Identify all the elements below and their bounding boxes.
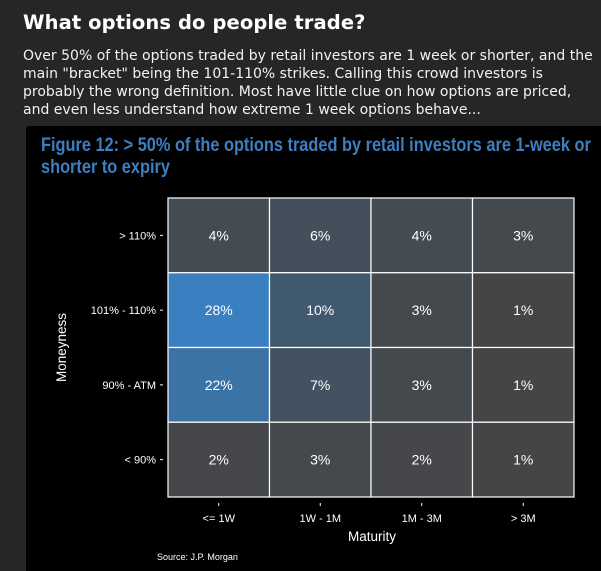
cell-value-label: 6% — [310, 227, 330, 243]
y-tick-label: < 90% — [125, 455, 157, 467]
cell-value-label: 1% — [513, 377, 533, 393]
heatmap-cell — [167, 421, 271, 498]
cell-value-label: 28% — [205, 302, 233, 318]
chart-source: Source: J.P. Morgan — [157, 552, 238, 562]
heatmap-cell — [471, 421, 575, 498]
heatmap-cell — [167, 272, 271, 349]
heatmap-cell — [268, 421, 372, 498]
heatmap-cell — [370, 197, 474, 274]
y-tick-label: 101% - 110% — [91, 305, 156, 317]
heatmap-cell — [370, 346, 474, 423]
intro-paragraph: Over 50% of the options traded by retail… — [23, 48, 593, 118]
cell-value-label: 3% — [412, 377, 432, 393]
cell-value-label: 2% — [412, 452, 432, 468]
heatmap-cell — [471, 197, 575, 274]
cell-value-label: 10% — [306, 302, 334, 318]
cell-value-label: 4% — [209, 227, 229, 243]
heatmap-cell — [167, 197, 271, 274]
cell-value-label: 1% — [513, 302, 533, 318]
cell-value-label: 1% — [513, 452, 533, 468]
cell-value-label: 2% — [209, 452, 229, 468]
chart-title: Figure 12: > 50% of the options traded b… — [41, 135, 591, 178]
figure-card: Figure 12: > 50% of the options traded b… — [26, 126, 601, 571]
cell-value-label: 7% — [310, 377, 330, 393]
y-tick-label: > 110% — [119, 230, 156, 242]
page-title: What options do people trade? — [23, 11, 366, 34]
y-axis-title: Moneyness — [54, 313, 69, 382]
cell-value-label: 4% — [412, 227, 432, 243]
x-tick-label: 1M - 3M — [402, 513, 442, 525]
cell-value-label: 3% — [513, 227, 533, 243]
heatmap-cell — [471, 346, 575, 423]
cell-value-label: 3% — [310, 452, 330, 468]
x-tick-label: 1W - 1M — [299, 513, 341, 525]
heatmap-chart: 4% 6% 4% 3% 28% 10% 3% 1% 22% 7% 3% 1% 2% 3% 2% 1% > 110… — [54, 197, 575, 544]
heatmap-cell — [268, 272, 372, 349]
x-tick-label: > 3M — [511, 513, 536, 525]
y-tick-label: 90% - ATM — [102, 380, 156, 392]
cell-value-label: 22% — [205, 377, 233, 393]
x-tick-label: <= 1W — [203, 513, 236, 525]
heatmap-cell — [370, 421, 474, 498]
x-axis-title: Maturity — [348, 529, 396, 544]
heatmap-cell — [167, 346, 271, 423]
cell-value-label: 3% — [412, 302, 432, 318]
